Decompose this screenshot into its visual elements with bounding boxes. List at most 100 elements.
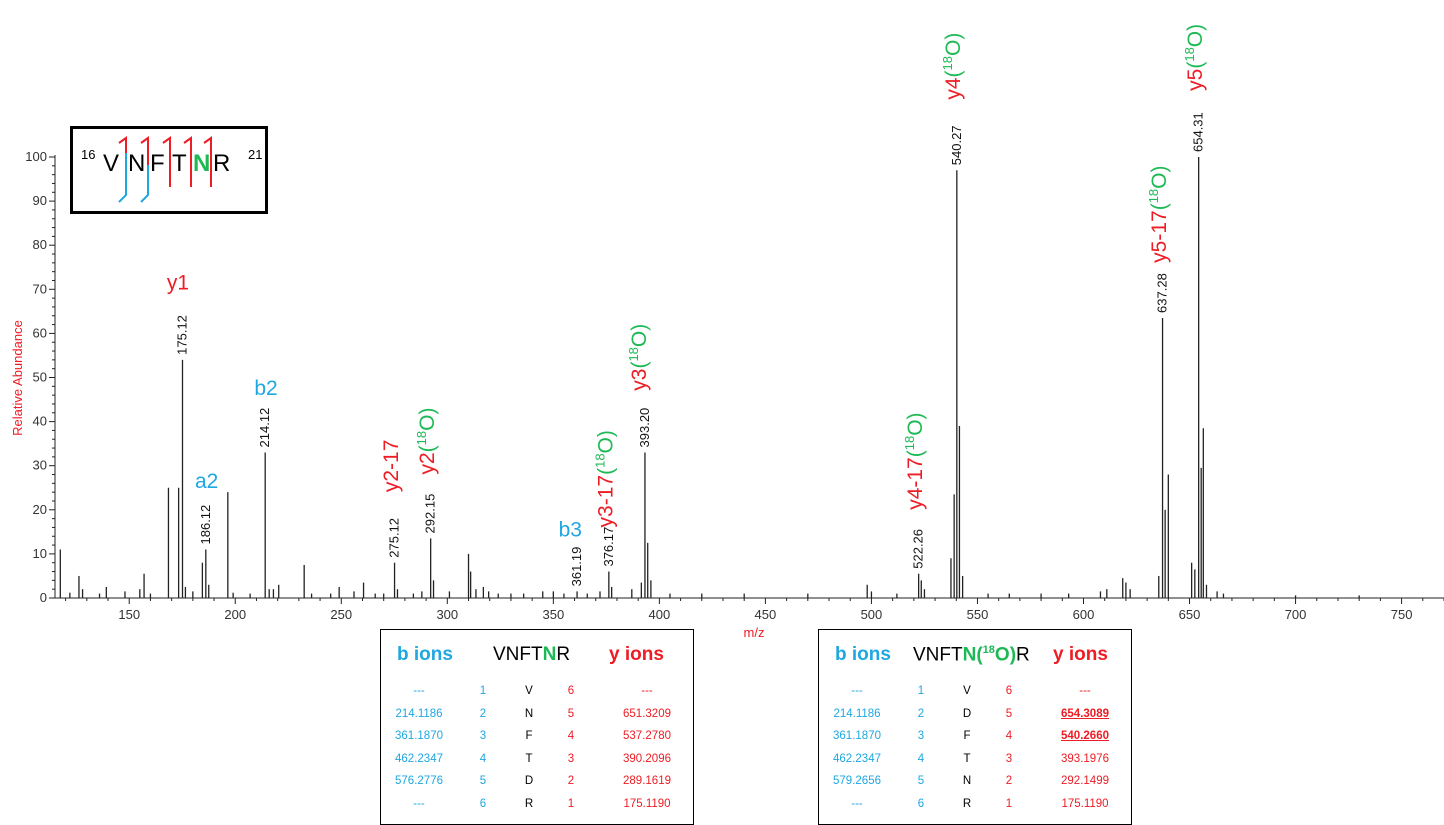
y-ion-index: 4 [567, 730, 575, 742]
y-tick-label: 50 [33, 370, 47, 385]
peak-mz-label: 540.27 [949, 125, 964, 165]
b-ion-mass: 214.1186 [395, 707, 443, 720]
ion-table-unmodified: b ions VNFTNR y ions --- 1 V 6 --- 214.1186 2 N… [380, 629, 694, 825]
y-ion-mass: --- [641, 685, 653, 697]
peak-labels: 175.12 186.12 214.12 275.12 292.15 361.19 376.… [174, 112, 1205, 586]
peak-mz-label: 292.15 [423, 494, 438, 534]
x-tick-label: 250 [330, 607, 352, 622]
residue: R [524, 797, 534, 810]
table-row: 361.1870 3 F 4 537.2780 [381, 730, 693, 750]
sequence-residue: R [213, 150, 230, 177]
y-tick-label: 40 [33, 414, 47, 429]
ion-labels: y1 a2 b2 y2-17 y2(18O) b3 y3-17(18O) y3(18O) y4-… [167, 24, 1207, 541]
residue: N [962, 775, 972, 787]
b-ions-header: b ions [835, 644, 891, 665]
b-ion-index: 4 [479, 752, 487, 765]
y-ion-index: 6 [1005, 685, 1013, 697]
peak-mz-label: 175.12 [174, 315, 189, 355]
y-ion-index: 3 [1005, 752, 1013, 765]
seq-plain: VNFT [913, 644, 963, 666]
sequence-residue: N [193, 150, 210, 177]
b-ion-mass: 214.1186 [833, 707, 881, 720]
x-tick-label: 650 [1179, 607, 1201, 622]
b-ion-mass: 361.1870 [395, 730, 443, 742]
y-ion-mass: 175.1190 [623, 797, 671, 810]
b-ion-index: 4 [917, 752, 925, 765]
residue: F [963, 730, 971, 742]
b-ion-index: 6 [479, 797, 487, 810]
x-tick-label: 600 [1073, 607, 1095, 622]
b-ion-index: 3 [479, 730, 487, 742]
ion-annotation-label: b3 [559, 518, 582, 541]
x-tick-label: 450 [755, 607, 777, 622]
x-tick-label: 750 [1391, 607, 1413, 622]
y-ion-mass: 292.1499 [1061, 775, 1109, 787]
table-row: 214.1186 2 N 5 651.3209 [381, 708, 693, 728]
ion-annotation-label: y4(18O) [940, 33, 965, 100]
y-ion-mass: 540.2660 [1061, 730, 1109, 742]
sequence-end-number: 21 [248, 147, 262, 162]
x-tick-label: 300 [436, 607, 458, 622]
peak-mz-label: 654.31 [1191, 112, 1206, 152]
peak-mz-label: 637.28 [1155, 273, 1170, 313]
y-tick-label: 100 [25, 149, 47, 164]
y-ions-header: y ions [609, 644, 664, 665]
b-ions-header: b ions [397, 644, 453, 665]
x-tick-label: 150 [118, 607, 140, 622]
y-tick-label: 20 [33, 502, 47, 517]
ion-table-18O: b ions VNFTN(18O)R y ions --- 1 V 6 --- 214.1… [818, 629, 1132, 825]
ion-annotation-label: y2-17 [380, 440, 403, 493]
y-tick-label: 10 [33, 546, 47, 561]
ion-annotation-label: a2 [195, 470, 218, 493]
ion-annotation-label: y2(18O) [414, 408, 439, 475]
y-ion-mass: 537.2780 [623, 730, 671, 742]
seq-isotope-superscript: 18 [982, 644, 995, 656]
b-ion-mass: --- [413, 685, 425, 697]
ion-annotation-label: y3(18O) [626, 324, 651, 391]
peak-mz-label: 522.26 [911, 529, 926, 569]
peak-mz-label: 214.12 [257, 408, 272, 448]
b-ion-mass: 361.1870 [833, 730, 881, 742]
table-sequence: VNFTN(18O)R [913, 644, 1030, 666]
table-row: --- 6 R 1 175.1190 [819, 798, 1131, 818]
b-ion-mass: 579.2656 [833, 775, 881, 787]
x-tick-label: 700 [1285, 607, 1307, 622]
sequence-residue: F [150, 150, 165, 177]
b-ion-mass: --- [851, 797, 863, 810]
y-ion-index: 2 [567, 775, 575, 787]
table-row: 576.2776 5 D 2 289.1619 [381, 775, 693, 795]
x-tick-label: 400 [649, 607, 671, 622]
y-tick-label: 70 [33, 281, 47, 296]
b-ion-mass: 576.2776 [395, 775, 443, 787]
b-ion-index: 3 [917, 730, 925, 742]
y-ion-mass: --- [1079, 685, 1091, 697]
y-tick-label: 90 [33, 193, 47, 208]
seq-plain: VNFT [493, 644, 543, 665]
b-ion-mass: 462.2347 [833, 752, 881, 765]
ion-annotation-label: y1 [167, 271, 189, 294]
table-row: 214.1186 2 D 5 654.3089 [819, 708, 1131, 728]
residue: N [524, 707, 534, 720]
y-ion-index: 1 [1005, 797, 1013, 810]
b-ion-mass: --- [413, 797, 425, 810]
ion-annotation-label: y5-17(18O) [1146, 166, 1171, 263]
seq-end: R [556, 644, 571, 665]
peak-mz-label: 275.12 [387, 518, 402, 558]
ion-annotation-label: y3-17(18O) [592, 430, 617, 527]
y-ion-index: 4 [1005, 730, 1013, 742]
y-axis-label: Relative Abundance [10, 320, 25, 436]
residue: T [963, 752, 971, 765]
x-axis-label: m/z [744, 625, 765, 640]
y-ion-index: 5 [1005, 707, 1013, 720]
residue: D [524, 775, 534, 787]
b-ion-mass: --- [851, 685, 863, 697]
table-row: 462.2347 4 T 3 393.1976 [819, 753, 1131, 773]
y-tick-label: 30 [33, 458, 47, 473]
residue: T [525, 752, 533, 765]
residue: V [963, 685, 971, 697]
table-row: --- 1 V 6 --- [819, 685, 1131, 705]
mass-spectrum-chart: 150 200 250 300 350 400 450 500 550 600 650 700 750 0… [10, 24, 1444, 640]
y-tick-label: 0 [40, 590, 47, 605]
